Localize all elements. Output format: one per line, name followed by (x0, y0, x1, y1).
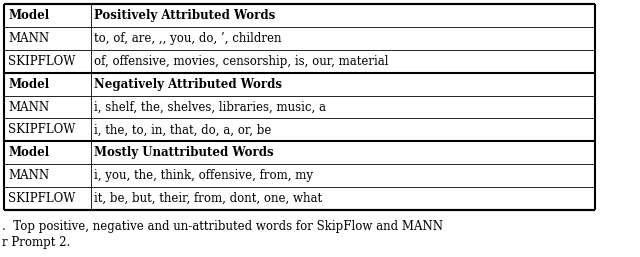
Text: of, offensive, movies, censorship, is, our, material: of, offensive, movies, censorship, is, o… (95, 55, 389, 68)
Text: SKIPFLOW: SKIPFLOW (8, 123, 76, 136)
Text: .  Top positive, negative and un-attributed words for SkipFlow and MANN: . Top positive, negative and un-attribut… (2, 220, 443, 233)
Text: MANN: MANN (8, 32, 49, 45)
Text: SKIPFLOW: SKIPFLOW (8, 55, 76, 68)
Text: Mostly Unattributed Words: Mostly Unattributed Words (95, 146, 274, 159)
Text: Negatively Attributed Words: Negatively Attributed Words (95, 78, 282, 91)
Text: MANN: MANN (8, 100, 49, 114)
Text: Model: Model (8, 78, 49, 91)
Text: i, shelf, the, shelves, libraries, music, a: i, shelf, the, shelves, libraries, music… (95, 100, 326, 114)
Text: Positively Attributed Words: Positively Attributed Words (95, 9, 276, 22)
Text: MANN: MANN (8, 169, 49, 182)
Text: Model: Model (8, 9, 49, 22)
Text: r Prompt 2.: r Prompt 2. (2, 236, 70, 249)
Text: to, of, are, ,, you, do, ’, children: to, of, are, ,, you, do, ’, children (95, 32, 282, 45)
Text: it, be, but, their, from, dont, one, what: it, be, but, their, from, dont, one, wha… (95, 192, 323, 205)
Text: Model: Model (8, 146, 49, 159)
Text: SKIPFLOW: SKIPFLOW (8, 192, 76, 205)
Text: i, you, the, think, offensive, from, my: i, you, the, think, offensive, from, my (95, 169, 314, 182)
Text: i, the, to, in, that, do, a, or, be: i, the, to, in, that, do, a, or, be (95, 123, 272, 136)
